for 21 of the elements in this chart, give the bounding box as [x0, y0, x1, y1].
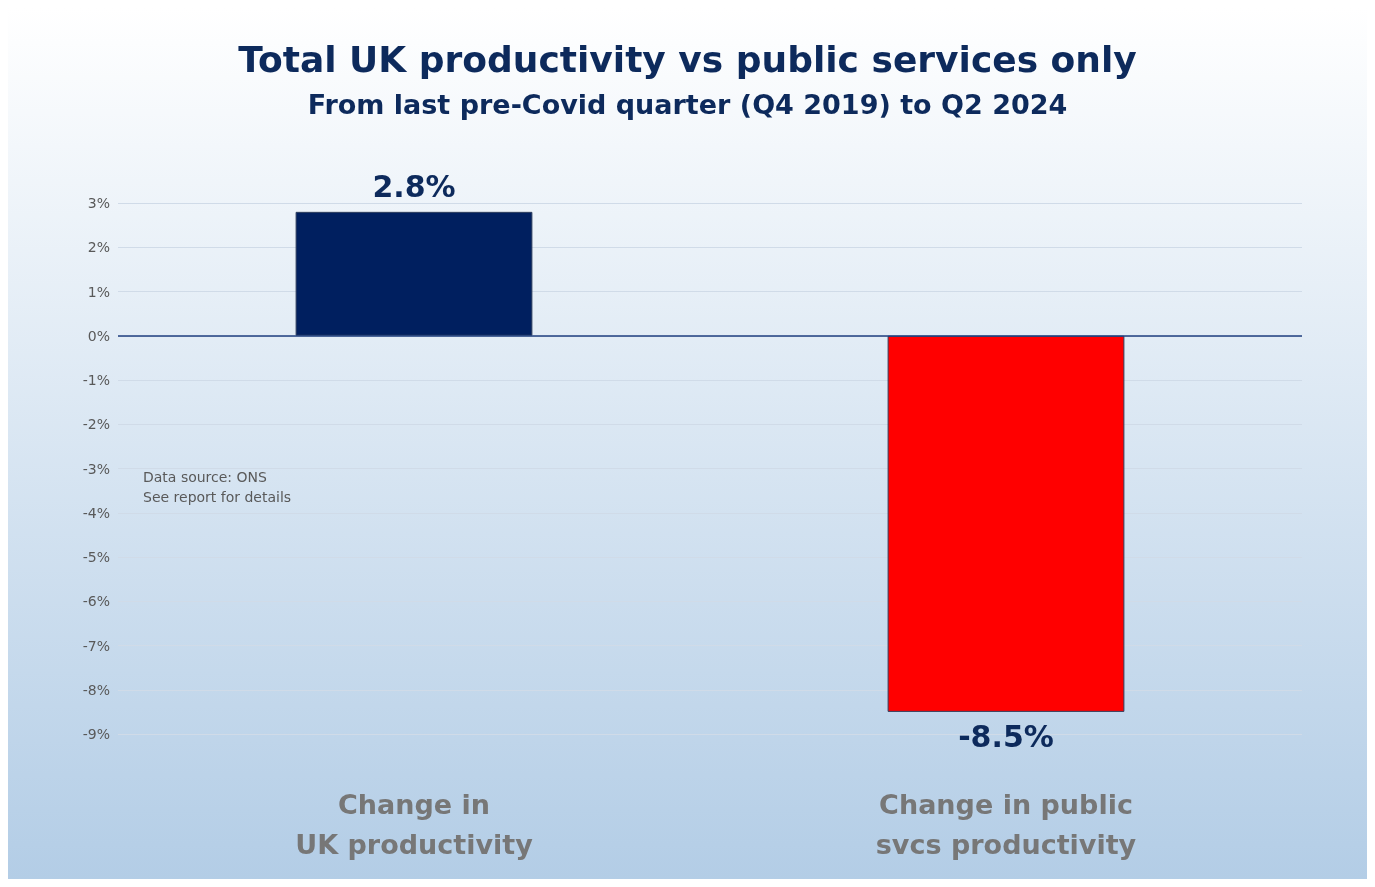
x-tick-label: Change in UK productivity [295, 788, 534, 860]
annotation: See report for details [143, 489, 292, 505]
y-tick-label: -8% [82, 681, 110, 698]
y-tick-label: -1% [82, 372, 110, 388]
chart-subtitle: From last pre-Covid quarter (Q4 2019) to Q2 2024 [307, 89, 1068, 120]
annotation: Data source: ONS [143, 469, 268, 485]
y-tick-label: -6% [82, 593, 110, 610]
y-tick-label: -5% [82, 549, 110, 565]
y-tick-label: -7% [82, 637, 110, 654]
y-tick-label: -4% [82, 504, 110, 521]
y-tick-label: 0% [87, 327, 110, 344]
y-tick-label: 1% [87, 283, 110, 300]
y-tick-label: 3% [87, 195, 110, 211]
data-label: -8.5% [958, 719, 1054, 755]
data-label: 2.8% [372, 169, 456, 205]
chart-title: Total UK productivity vs public services only [238, 38, 1137, 80]
y-tick-label: -2% [82, 416, 110, 433]
x-tick-label: Change in public svcs productivity [875, 788, 1137, 860]
y-tick-label: -9% [82, 726, 110, 742]
y-tick-label: 2% [87, 239, 110, 256]
y-tick-label: -3% [82, 460, 110, 477]
